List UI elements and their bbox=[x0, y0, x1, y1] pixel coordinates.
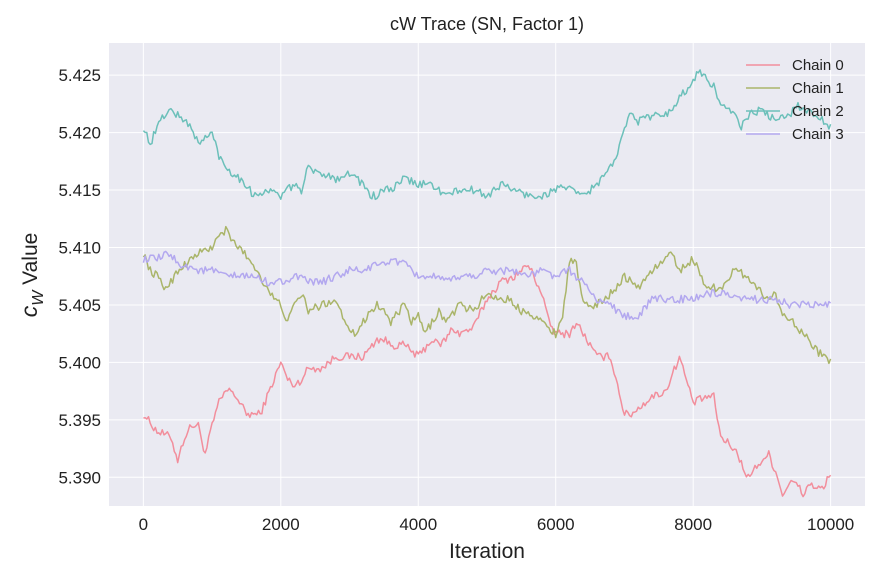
x-axis-label: Iteration bbox=[449, 540, 525, 563]
y-axis-label-sub: W bbox=[30, 289, 47, 306]
chart-title: cW Trace (SN, Factor 1) bbox=[390, 14, 584, 34]
x-tick-label: 0 bbox=[139, 515, 148, 534]
y-tick-labels: 5.390 5.395 5.400 5.405 5.410 5.415 5.420 5.425 bbox=[58, 66, 101, 487]
legend-label: Chain 3 bbox=[792, 126, 844, 143]
y-axis-label-main: c bbox=[16, 305, 42, 317]
legend-label: Chain 2 bbox=[792, 103, 844, 120]
y-axis-label: cW Value bbox=[16, 233, 47, 318]
y-tick-label: 5.420 bbox=[58, 124, 101, 143]
y-tick-label: 5.400 bbox=[58, 353, 101, 372]
y-tick-label: 5.390 bbox=[58, 468, 101, 487]
y-axis-label-rest: Value bbox=[19, 233, 42, 291]
y-tick-label: 5.425 bbox=[58, 66, 101, 85]
series-line-chain-1 bbox=[142, 225, 832, 365]
x-tick-label: 8000 bbox=[674, 515, 712, 534]
x-tick-label: 4000 bbox=[399, 515, 437, 534]
y-tick-label: 5.395 bbox=[58, 411, 101, 430]
series-line-chain-3 bbox=[142, 250, 832, 321]
x-tick-label: 2000 bbox=[262, 515, 300, 534]
x-tick-labels: 0 2000 4000 6000 8000 10000 bbox=[139, 515, 855, 534]
x-tick-label: 6000 bbox=[537, 515, 575, 534]
x-tick-label: 10000 bbox=[807, 515, 854, 534]
legend: Chain 0 Chain 1 Chain 2 Chain 3 bbox=[746, 57, 844, 143]
plot-area bbox=[109, 43, 865, 506]
y-tick-label: 5.410 bbox=[58, 239, 101, 258]
y-tick-label: 5.415 bbox=[58, 181, 101, 200]
series-lines bbox=[142, 69, 832, 498]
legend-label: Chain 0 bbox=[792, 57, 844, 74]
series-line-chain-2 bbox=[142, 69, 832, 201]
series-line-chain-0 bbox=[143, 264, 832, 498]
grid-lines bbox=[109, 43, 865, 506]
y-tick-label: 5.405 bbox=[58, 296, 101, 315]
legend-label: Chain 1 bbox=[792, 80, 844, 97]
